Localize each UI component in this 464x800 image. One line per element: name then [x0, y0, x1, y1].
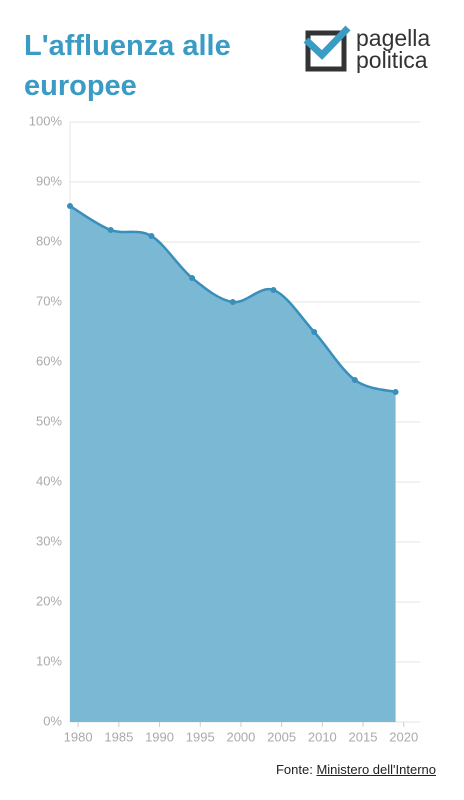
- x-tick-label: 1995: [186, 729, 215, 744]
- y-tick-label: 60%: [36, 353, 62, 368]
- x-tick-label: 2010: [308, 729, 337, 744]
- logo-box: [305, 30, 347, 72]
- area: [70, 206, 396, 722]
- logo: pagella politica: [303, 25, 430, 73]
- x-tick-label: 2015: [349, 729, 378, 744]
- point: [107, 227, 114, 233]
- point: [189, 275, 196, 281]
- point: [67, 203, 73, 209]
- point: [229, 299, 236, 305]
- y-tick-label: 70%: [36, 293, 62, 308]
- y-tick-label: 10%: [36, 653, 62, 668]
- logo-text: pagella: [356, 25, 430, 51]
- point: [148, 233, 155, 239]
- y-tick-label: 40%: [36, 473, 62, 488]
- logo-text: politica: [356, 47, 428, 73]
- y-tick-label: 100%: [29, 113, 63, 128]
- source-prefix: Fonte:: [275, 762, 313, 777]
- y-tick-label: 90%: [36, 173, 62, 188]
- y-tick-label: 80%: [36, 233, 62, 248]
- point: [311, 329, 318, 335]
- x-tick-label: 1990: [145, 729, 174, 744]
- point: [351, 377, 358, 383]
- x-tick-label: 2020: [389, 729, 418, 744]
- y-tick-label: 30%: [36, 533, 62, 548]
- x-tick-label: 2005: [267, 729, 296, 744]
- source-link[interactable]: Ministero dell'Interno: [316, 762, 436, 777]
- y-tick-label: 0%: [43, 713, 62, 728]
- y-tick-label: 20%: [36, 593, 62, 608]
- source: Fonte: Ministero dell'Interno: [276, 762, 436, 777]
- x-tick-label: 1980: [64, 729, 93, 744]
- title: L'affluenza alle europee: [24, 30, 231, 102]
- x-tick-label: 2000: [226, 729, 255, 744]
- y-tick-label: 50%: [36, 413, 62, 428]
- point: [270, 287, 277, 293]
- x-tick-label: 1985: [104, 729, 133, 744]
- point: [392, 389, 399, 395]
- logo-check: [303, 25, 351, 60]
